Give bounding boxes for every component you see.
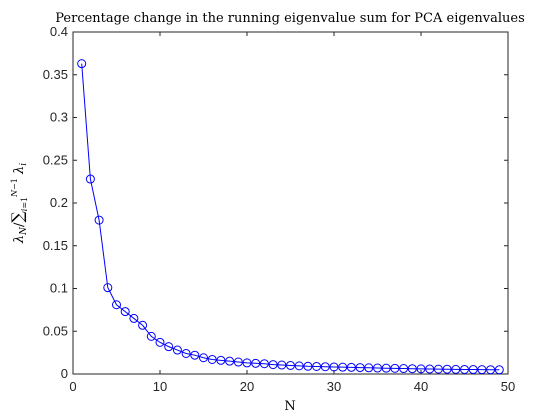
data-point xyxy=(77,59,87,69)
data-point xyxy=(451,364,461,374)
data-point xyxy=(225,356,235,366)
data-point xyxy=(364,363,374,373)
y-tick-label: 0.4 xyxy=(50,24,68,39)
y-tick-label: 0.3 xyxy=(50,110,68,125)
series xyxy=(77,59,504,375)
data-point xyxy=(138,320,148,330)
data-point xyxy=(486,365,496,375)
data-point xyxy=(277,360,287,370)
data-point xyxy=(442,364,452,374)
y-tick-label: 0 xyxy=(61,366,68,381)
x-axis-label: N xyxy=(284,399,295,414)
x-tick-label: 30 xyxy=(327,379,341,394)
x-tick-label: 10 xyxy=(153,379,167,394)
x-tick-label: 50 xyxy=(501,379,515,394)
y-tick-label: 0.2 xyxy=(50,195,68,210)
data-point xyxy=(346,362,356,372)
data-point xyxy=(155,337,165,347)
data-point xyxy=(468,365,478,375)
svg-text:λN/∑i=1N−1 λi: λN/∑i=1N−1 λi xyxy=(8,163,29,244)
data-point xyxy=(216,355,226,365)
data-point xyxy=(294,361,304,371)
data-point xyxy=(259,359,269,369)
data-point xyxy=(286,360,295,370)
data-point xyxy=(425,364,435,374)
data-point xyxy=(416,364,426,374)
data-point xyxy=(268,360,278,370)
data-point xyxy=(433,364,443,374)
x-tick-label: 40 xyxy=(414,379,428,394)
plot-area xyxy=(73,32,508,374)
data-point xyxy=(355,363,365,373)
data-point xyxy=(233,357,243,367)
data-point xyxy=(329,362,339,372)
data-point xyxy=(242,358,252,368)
data-point xyxy=(477,365,487,375)
y-tick-label: 0.35 xyxy=(43,67,68,82)
data-point xyxy=(207,354,217,364)
y-tick-label: 0.25 xyxy=(43,152,68,167)
data-point xyxy=(103,283,113,293)
data-point xyxy=(251,358,261,368)
y-tick-label: 0.1 xyxy=(50,281,68,296)
data-point xyxy=(85,174,95,184)
data-point xyxy=(399,364,409,374)
x-tick-label: 0 xyxy=(69,379,76,394)
data-point xyxy=(381,363,391,373)
data-point xyxy=(494,365,504,375)
data-point xyxy=(172,345,182,355)
data-point xyxy=(320,362,330,372)
data-point xyxy=(373,363,382,373)
data-point xyxy=(94,215,104,225)
data-point xyxy=(312,361,322,371)
data-point xyxy=(146,331,156,341)
data-point xyxy=(181,348,191,358)
data-point xyxy=(120,307,130,317)
data-point xyxy=(112,300,121,310)
data-point xyxy=(390,363,400,373)
data-point xyxy=(190,350,200,360)
data-point xyxy=(199,353,208,363)
x-tick-label: 20 xyxy=(240,379,254,394)
ticks: 0 10 20 30 40 50 0 0.05 0.1 0.15 0.2 0.25 0.3 0.35 0.4 xyxy=(43,24,516,394)
data-point xyxy=(460,364,469,374)
data-point xyxy=(303,361,313,371)
data-point xyxy=(407,364,417,374)
chart-title: Percentage change in the running eigenva… xyxy=(55,11,525,26)
y-axis-label: λN/∑i=1N−1 λi xyxy=(8,163,29,244)
data-point xyxy=(164,342,174,352)
data-point xyxy=(129,313,139,323)
y-tick-label: 0.05 xyxy=(43,323,68,338)
data-point xyxy=(338,362,348,372)
series-line xyxy=(81,63,500,371)
y-tick-label: 0.15 xyxy=(43,238,68,253)
